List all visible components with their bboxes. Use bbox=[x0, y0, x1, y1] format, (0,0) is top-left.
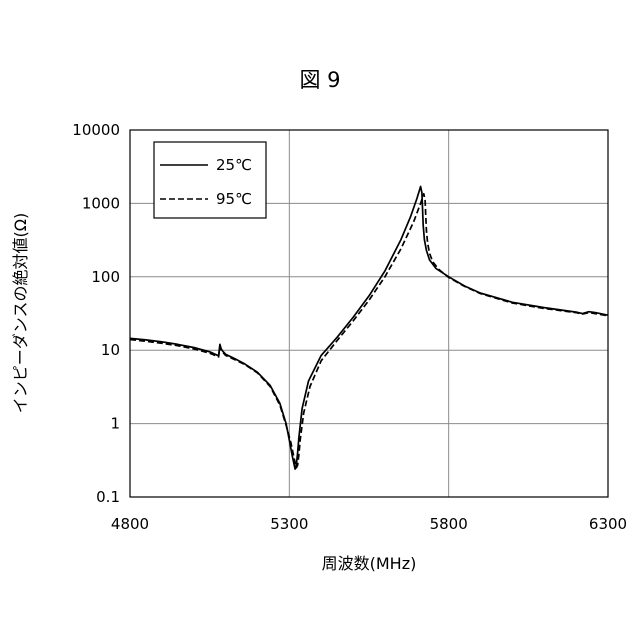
y-tick-label: 10 bbox=[101, 341, 120, 359]
legend-label-25c: 25℃ bbox=[216, 156, 252, 174]
legend: 25℃ 95℃ bbox=[154, 142, 266, 218]
chart-title: 図 9 bbox=[299, 68, 340, 92]
y-tick-label: 10000 bbox=[72, 121, 120, 139]
y-tick-label: 1 bbox=[110, 415, 120, 433]
y-tick-label: 100 bbox=[91, 268, 120, 286]
y-tick-label: 0.1 bbox=[96, 488, 120, 506]
x-tick-label: 5300 bbox=[270, 515, 308, 533]
series-lines bbox=[130, 187, 608, 470]
series-line-95c bbox=[130, 194, 608, 468]
series-line-25c bbox=[130, 187, 608, 470]
y-axis-ticks: 10000 1000 100 10 1 0.1 bbox=[72, 121, 120, 506]
x-tick-label: 6300 bbox=[589, 515, 627, 533]
x-axis-label: 周波数(MHz) bbox=[322, 554, 417, 573]
x-tick-label: 5800 bbox=[430, 515, 468, 533]
y-axis-label: インピーダンスの絶対値(Ω) bbox=[11, 213, 30, 413]
legend-label-95c: 95℃ bbox=[216, 190, 252, 208]
x-axis-ticks: 4800 5300 5800 6300 bbox=[111, 515, 627, 533]
y-tick-label: 1000 bbox=[82, 194, 120, 212]
x-tick-label: 4800 bbox=[111, 515, 149, 533]
